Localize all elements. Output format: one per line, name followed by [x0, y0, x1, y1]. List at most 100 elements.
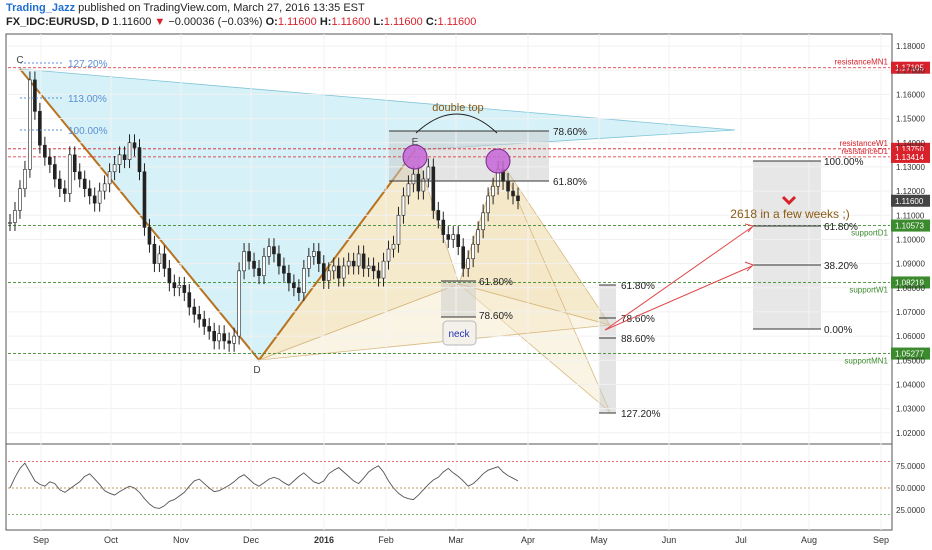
publish-line: Trading_Jazz published on TradingView.co…: [6, 2, 365, 14]
candle-body: [426, 166, 431, 180]
current-price-box: [891, 194, 930, 207]
y-tick-label: 1.17000: [896, 66, 925, 75]
neck-zone[interactable]: [441, 281, 476, 317]
pattern-base[interactable]: [258, 283, 611, 361]
candle-body: [287, 272, 291, 284]
candle-body: [53, 164, 57, 180]
candle-body: [436, 210, 441, 221]
y-tick-label: 1.09000: [896, 260, 925, 269]
rsi-tick-label: 75.0000: [896, 462, 925, 471]
candle-body: [421, 178, 426, 192]
bar-fib-label: 78.60%: [621, 314, 655, 325]
candle-body: [28, 79, 32, 170]
y-tick-label: 1.07000: [896, 308, 925, 317]
rsi-line: [9, 462, 519, 509]
x-tick-label: Sep: [873, 535, 889, 545]
candle-body: [227, 340, 231, 344]
candle-body: [38, 111, 42, 146]
candle-body: [23, 169, 27, 189]
bar-fib-label: 61.80%: [621, 281, 655, 292]
candle-body: [192, 306, 197, 315]
y-tick-label: 1.04000: [896, 380, 925, 389]
bar-fib-label: 127.20%: [621, 409, 661, 420]
candle-body: [13, 210, 17, 223]
candle-body: [247, 251, 251, 262]
candle-body: [122, 154, 127, 160]
candle-body: [361, 253, 366, 269]
candle-body: [127, 142, 132, 160]
candle-body: [406, 183, 411, 197]
fib-left-label: 113.00%: [68, 94, 107, 105]
level-price-label: 1.13750: [895, 145, 924, 154]
x-tick-label: Apr: [521, 535, 535, 545]
top-marker-right[interactable]: [485, 148, 511, 174]
candle-body: [386, 248, 391, 262]
high-label: H:: [319, 16, 332, 28]
y-tick-label: 1.16000: [896, 90, 925, 99]
x-tick-label: May: [590, 535, 608, 545]
top-marker-left[interactable]: [402, 144, 428, 170]
fib-left-label: 100.00%: [68, 126, 108, 137]
candle-body: [48, 156, 52, 165]
candle-body: [87, 188, 92, 197]
candle-body: [302, 268, 306, 293]
candle-body: [232, 335, 236, 344]
y-tick-label: 1.06000: [896, 332, 925, 341]
x-tick-label: Sep: [33, 535, 49, 545]
target-fib-label: 0.00%: [824, 325, 852, 336]
level-name: supportW1: [849, 285, 888, 294]
candle-body: [511, 190, 515, 197]
candle-body: [242, 251, 246, 272]
neck-label: neck: [448, 329, 470, 340]
candle-body: [411, 173, 416, 185]
high-value: 1.11600: [331, 16, 371, 28]
x-tick-label: Aug: [801, 535, 817, 545]
candle-body: [92, 195, 97, 204]
level-price-box: [891, 150, 930, 163]
candle-body: [331, 265, 336, 272]
candle-body: [97, 190, 102, 204]
symbol-name[interactable]: FX_IDC:EURUSD, D: [6, 16, 110, 28]
author-link[interactable]: Trading_Jazz: [6, 2, 76, 14]
candle-body: [476, 229, 480, 245]
candle-body: [277, 253, 281, 267]
x-tick-label: Dec: [243, 535, 260, 545]
level-name: supportD1: [851, 229, 888, 238]
x-tick-label: Jun: [662, 535, 677, 545]
neck-callout[interactable]: [442, 320, 477, 346]
candle-body: [416, 173, 421, 192]
y-tick-label: 1.03000: [896, 405, 925, 414]
target-bar-zone[interactable]: [599, 285, 616, 413]
candle-body: [67, 154, 72, 194]
candle-body: [137, 147, 142, 173]
candle-body: [321, 263, 326, 281]
candle-body: [33, 79, 37, 112]
y-tick-label: 1.13000: [896, 163, 925, 172]
candle-body: [167, 268, 172, 284]
x-tick-label: Jul: [735, 535, 747, 545]
candle-body: [162, 253, 167, 269]
neck-fib-label: 78.60%: [479, 311, 513, 322]
candle-body: [252, 260, 256, 269]
candle-body: [456, 234, 461, 247]
candle-body: [292, 282, 296, 289]
double-top-label: double top: [432, 102, 483, 114]
target-box[interactable]: [753, 161, 821, 329]
target-fib-label: 38.20%: [824, 261, 858, 272]
candle-body: [486, 195, 490, 214]
candle-body: [257, 268, 261, 276]
level-price-label: 1.05277: [895, 350, 924, 359]
candle-body: [182, 285, 187, 293]
pattern-extension[interactable]: [458, 158, 611, 413]
candle-body: [177, 285, 182, 289]
level-price-label: 1.17105: [895, 64, 924, 73]
bar-fib-label: 88.60%: [621, 334, 655, 345]
candle-body: [112, 164, 117, 173]
candle-body: [172, 282, 177, 289]
candle-body: [282, 265, 286, 274]
neck-fib-label: 61.80%: [479, 277, 513, 288]
candle-body: [132, 142, 137, 148]
projection-arrow: [604, 265, 753, 331]
candle-body: [381, 260, 386, 279]
